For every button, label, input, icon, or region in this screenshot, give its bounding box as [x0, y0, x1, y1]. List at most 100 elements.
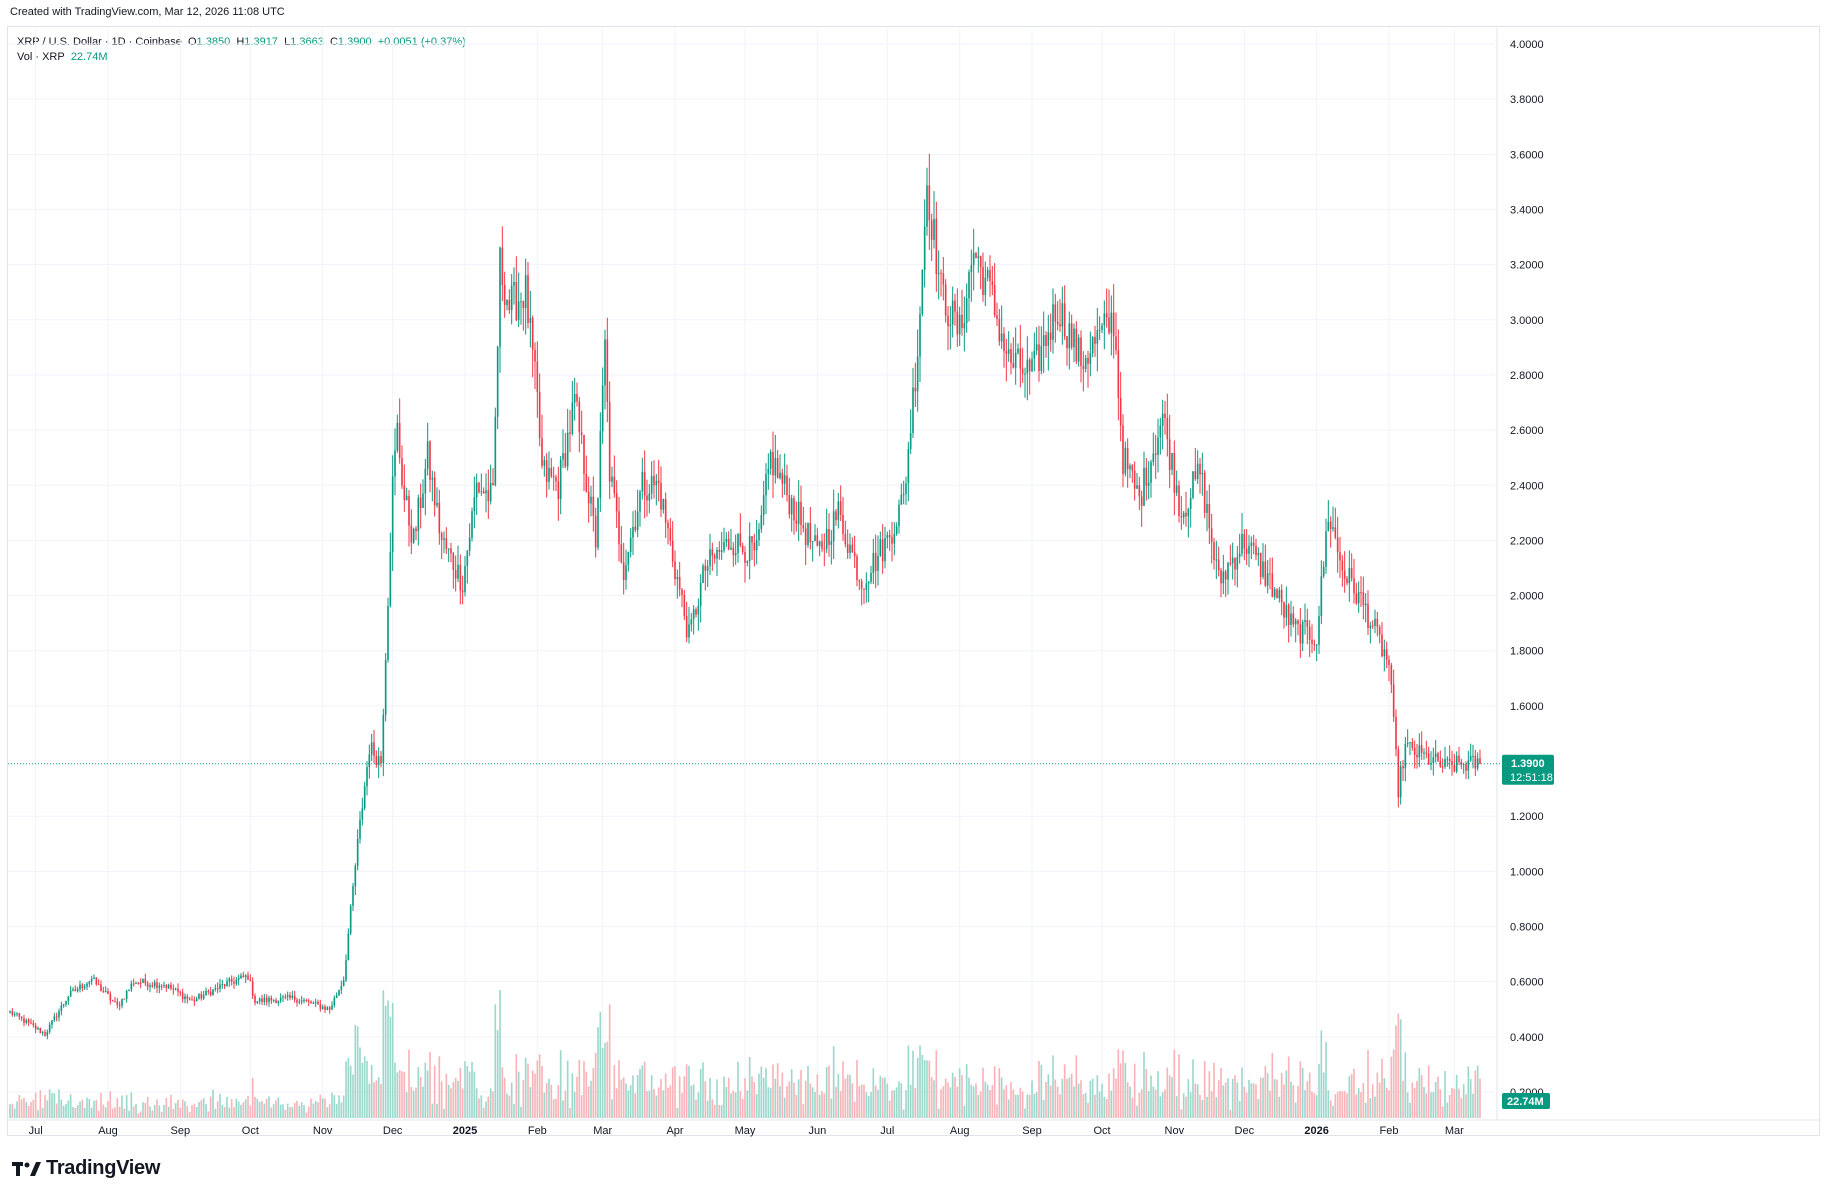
- price-axis[interactable]: 4.0000 3.8000 3.6000 3.4000 3.2000 3.0000 2.80…: [1510, 39, 1544, 1099]
- candle-body: [760, 515, 763, 530]
- volume-bar: [786, 1086, 788, 1118]
- volume-bar: [1192, 1059, 1194, 1118]
- volume-tag: 22.74M: [1502, 1093, 1550, 1109]
- candle-body: [284, 996, 287, 998]
- candle-body: [1301, 621, 1304, 644]
- volume-bar: [1117, 1049, 1120, 1118]
- candle-body: [424, 468, 427, 494]
- volume-bar: [984, 1081, 987, 1118]
- candle-body: [81, 984, 84, 989]
- candle-body: [422, 493, 424, 508]
- volume-bar: [788, 1081, 791, 1118]
- candle-body: [121, 998, 123, 1006]
- candle-body: [914, 387, 917, 392]
- volume-bar: [1416, 1080, 1418, 1118]
- candle-body: [1222, 571, 1225, 584]
- candle-body: [30, 1022, 32, 1024]
- candle-body: [130, 983, 133, 990]
- candle-body: [1017, 348, 1019, 353]
- legend-close-label: C: [329, 36, 338, 48]
- candle-body: [1019, 348, 1022, 369]
- volume-bar: [464, 1061, 466, 1118]
- candle-body: [230, 978, 233, 983]
- candle-body: [1285, 604, 1288, 618]
- candle-body: [853, 552, 856, 557]
- candle-body: [137, 982, 140, 984]
- y-tick-label: 3.2000: [1510, 260, 1544, 272]
- volume-bar: [947, 1082, 949, 1118]
- candle-body: [457, 564, 459, 579]
- candle-body: [1304, 620, 1306, 622]
- volume-bar: [865, 1092, 868, 1118]
- candle-body: [1210, 528, 1213, 543]
- volume-bar: [1124, 1062, 1127, 1118]
- candle-body: [935, 218, 938, 275]
- volume-bar: [1042, 1100, 1045, 1118]
- chart-grid: [8, 28, 1820, 1121]
- volume-bar: [1122, 1050, 1124, 1118]
- candle-body: [531, 317, 534, 350]
- volume-bar: [1329, 1100, 1332, 1118]
- volume-bar: [1353, 1068, 1355, 1118]
- candle-body: [417, 497, 420, 532]
- volume-bar: [373, 1082, 375, 1118]
- volume-bar: [13, 1108, 16, 1118]
- candle-body: [692, 609, 695, 620]
- candle-body: [1045, 335, 1047, 346]
- volume-bar: [1287, 1056, 1290, 1118]
- volume-bar: [310, 1098, 312, 1118]
- volume-bar: [1371, 1084, 1374, 1118]
- candle-body: [1255, 545, 1257, 556]
- volume-bar: [81, 1099, 84, 1118]
- volume-bar: [1187, 1079, 1190, 1118]
- candle-body: [1343, 570, 1346, 579]
- volume-bar: [648, 1090, 651, 1118]
- volume-bar: [713, 1105, 716, 1118]
- candle-body: [321, 1006, 324, 1009]
- volume-bar: [723, 1076, 725, 1118]
- volume-bar: [1325, 1041, 1327, 1118]
- volume-bar: [884, 1077, 886, 1118]
- volume-bar: [1010, 1081, 1012, 1118]
- candle-body: [44, 1032, 46, 1036]
- volume-bar: [1033, 1093, 1036, 1118]
- x-tick-label: Feb: [528, 1125, 547, 1137]
- tradingview-logo[interactable]: TradingView: [12, 1157, 160, 1180]
- volume-bar: [356, 1026, 359, 1118]
- candle-body: [25, 1019, 28, 1023]
- candle-body: [268, 997, 270, 1003]
- y-tick-label: 0.6000: [1510, 977, 1544, 989]
- volume-bar: [1215, 1097, 1218, 1118]
- volume-bar: [503, 1077, 506, 1118]
- volume-bar: [230, 1099, 233, 1118]
- volume-bar: [1159, 1096, 1162, 1118]
- volume-bar: [1360, 1092, 1362, 1118]
- candle-body: [1444, 759, 1446, 767]
- volume-bar: [1136, 1105, 1138, 1118]
- candle-body: [177, 988, 179, 992]
- volume-bar: [632, 1075, 634, 1118]
- candle-body: [305, 1000, 308, 1002]
- candle-body: [793, 498, 795, 521]
- time-axis[interactable]: Jul Aug Sep Oct Nov Dec 2025 Feb Mar Apr May Jun Jul…: [29, 1125, 1465, 1137]
- volume-bar: [1322, 1072, 1325, 1118]
- volume-bar: [508, 1095, 511, 1118]
- volume-bar: [424, 1062, 427, 1118]
- candle-body: [53, 1016, 56, 1021]
- candle-body: [90, 978, 93, 982]
- volume-bar: [1462, 1084, 1465, 1118]
- volume-bar: [1040, 1064, 1043, 1118]
- candle-body: [370, 742, 373, 755]
- volume-bar: [783, 1097, 786, 1118]
- candle-body: [956, 311, 959, 335]
- candle-body: [114, 1001, 116, 1003]
- candle-body: [426, 441, 429, 469]
- y-tick-label: 3.0000: [1510, 315, 1544, 327]
- candle-body: [884, 538, 886, 562]
- volume-bar: [739, 1090, 742, 1118]
- candle-body: [1278, 589, 1281, 599]
- volume-bar: [146, 1096, 149, 1118]
- volume-bar: [720, 1104, 723, 1118]
- candle-body: [860, 581, 863, 589]
